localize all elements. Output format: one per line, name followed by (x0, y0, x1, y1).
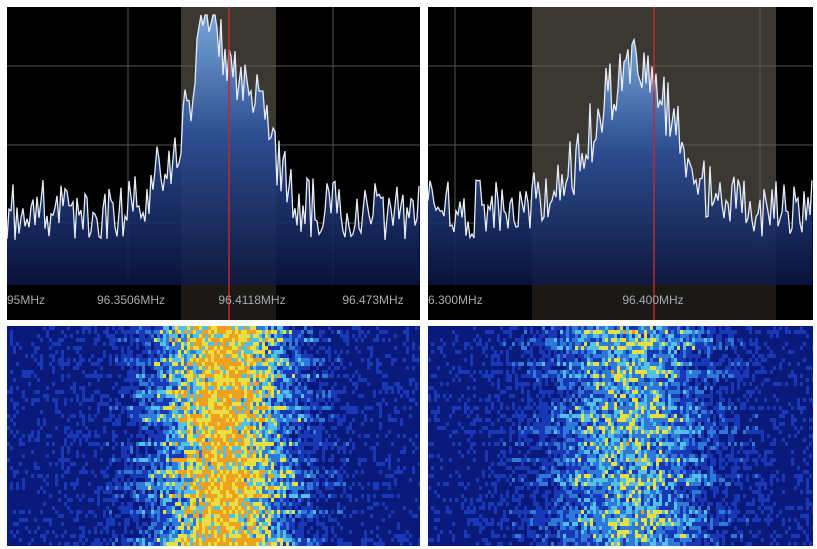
waterfall-left (7, 326, 420, 546)
sdr-screenshot: 95MHz 96.3506MHz 96.4118MHz 96.473MHz 6.… (0, 0, 817, 549)
freq-label: 96.473MHz (342, 293, 403, 307)
spectrum-right (428, 7, 813, 320)
freq-label: 96.4118MHz (218, 293, 285, 307)
freq-label: 95MHz (7, 293, 45, 307)
freq-label: 6.300MHz (428, 293, 483, 307)
spectrum-left (7, 7, 420, 320)
freq-label: 96.400MHz (622, 293, 683, 307)
freq-label: 96.3506MHz (97, 293, 165, 307)
label-strip (428, 285, 813, 320)
waterfall-right (428, 326, 813, 546)
